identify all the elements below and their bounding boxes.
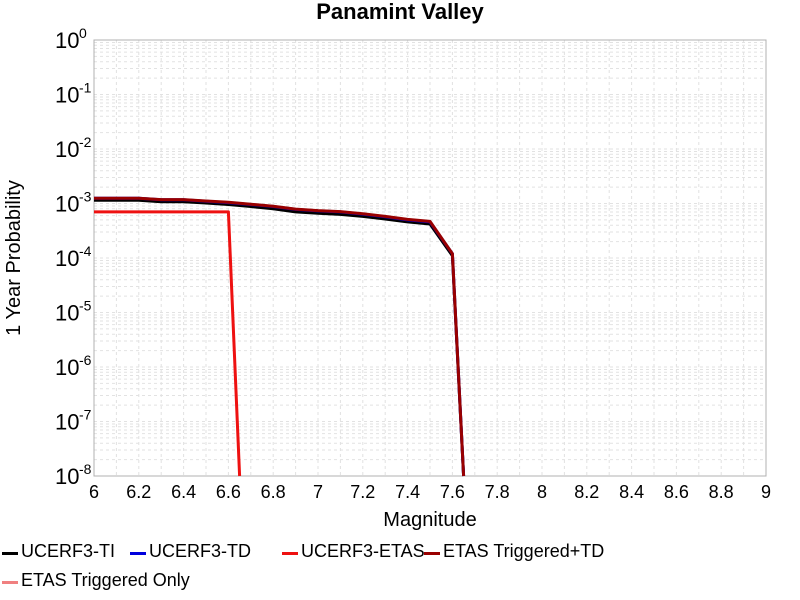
legend-swatch <box>424 551 440 555</box>
legend-label: UCERF3-TI <box>21 540 115 561</box>
y-tick-label-base: 10 <box>55 246 79 271</box>
y-tick-label-base: 10 <box>55 137 79 162</box>
y-tick-label-exponent: 0 <box>79 25 87 41</box>
x-tick-label: 8.4 <box>619 482 644 502</box>
x-tick-label: 7.8 <box>485 482 510 502</box>
y-tick-label-exponent: -6 <box>79 352 92 368</box>
legend-item: UCERF3-TD <box>130 538 251 564</box>
x-tick-label: 8.8 <box>709 482 734 502</box>
legend-swatch <box>282 551 298 555</box>
x-tick-label: 8.6 <box>664 482 689 502</box>
legend-swatch <box>130 551 146 555</box>
series-line-ucerf3-ti <box>94 198 466 477</box>
x-tick-label: 7.4 <box>395 482 420 502</box>
x-tick-label: 7 <box>313 482 323 502</box>
chart-title: Panamint Valley <box>316 0 484 24</box>
legend-item: UCERF3-ETAS <box>282 538 425 564</box>
x-tick-label: 6.4 <box>171 482 196 502</box>
x-tick-labels: 6 6.2 6.4 6.6 6.8 7 7.2 7.4 7.6 7.8 8 8.2 8.4 8.6 8.8 9 <box>89 482 771 502</box>
legend-swatch <box>2 580 18 584</box>
x-tick-label: 8.2 <box>574 482 599 502</box>
y-tick-label-exponent: -5 <box>79 298 92 314</box>
x-tick-label: 7.6 <box>440 482 465 502</box>
legend-swatch <box>2 551 18 555</box>
y-tick-label-base: 10 <box>55 301 79 326</box>
legend-item: ETAS Triggered Only <box>2 567 190 593</box>
x-tick-label: 9 <box>761 482 771 502</box>
legend-label: UCERF3-ETAS <box>301 540 425 561</box>
series-line-ucerf3-etas <box>94 210 242 477</box>
x-tick-label: 7.2 <box>350 482 375 502</box>
legend-label: UCERF3-TD <box>149 540 251 561</box>
y-tick-label-base: 10 <box>55 355 79 380</box>
y-tick-label-exponent: -4 <box>79 243 92 259</box>
y-tick-label-base: 10 <box>55 464 79 489</box>
y-tick-label-exponent: -8 <box>79 461 92 477</box>
y-tick-label-exponent: -7 <box>79 407 92 423</box>
y-tick-label-base: 10 <box>55 192 79 217</box>
legend-item: UCERF3-TI <box>2 538 115 564</box>
plot-area <box>93 39 767 477</box>
series-line-etas-triggered-td <box>94 196 466 477</box>
series-line-ucerf3-td <box>94 196 466 477</box>
x-tick-label: 8 <box>537 482 547 502</box>
y-tick-label-exponent: -3 <box>79 189 92 205</box>
x-tick-label: 6.2 <box>126 482 151 502</box>
legend: UCERF3-TI UCERF3-TD UCERF3-ETAS ETAS Trigge… <box>0 538 800 598</box>
y-tick-label-base: 10 <box>55 28 79 53</box>
y-axis-label: 1 Year Probability <box>3 180 25 336</box>
y-tick-label-exponent: -2 <box>79 134 92 150</box>
y-tick-label-base: 10 <box>55 410 79 435</box>
series-layer <box>94 196 466 477</box>
legend-item: ETAS Triggered+TD <box>424 538 604 564</box>
x-tick-label: 6.6 <box>216 482 241 502</box>
y-tick-label-base: 10 <box>55 83 79 108</box>
x-tick-label: 6.8 <box>261 482 286 502</box>
x-tick-label: 6 <box>89 482 99 502</box>
x-axis-label: Magnitude <box>383 509 476 531</box>
legend-label: ETAS Triggered+TD <box>443 540 605 561</box>
grid <box>93 40 767 477</box>
y-tick-label-exponent: -1 <box>79 80 92 96</box>
legend-label: ETAS Triggered Only <box>21 569 190 590</box>
